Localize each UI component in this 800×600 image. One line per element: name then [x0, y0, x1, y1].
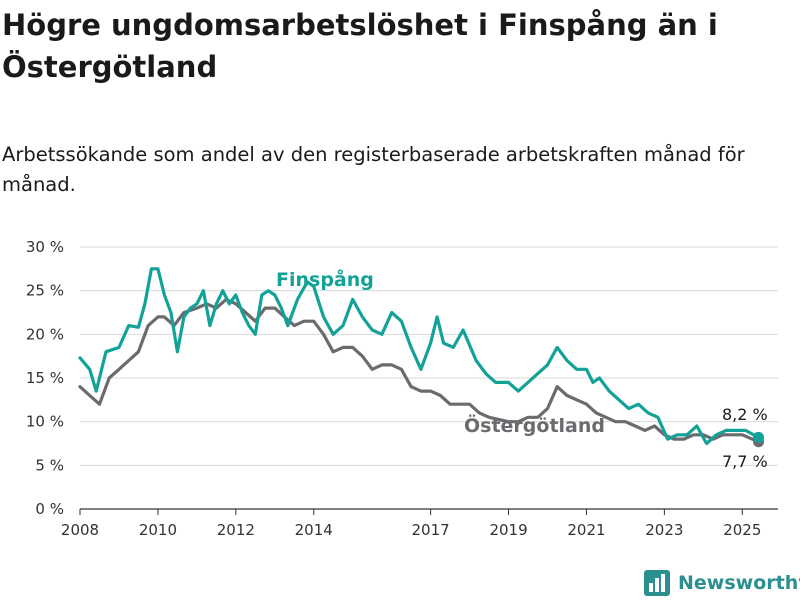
y-tick-label: 5 %: [35, 456, 64, 474]
brand-name: Newsworthy: [678, 572, 800, 594]
bar-chart-logo-icon: [644, 570, 670, 596]
x-tick-label: 2010: [139, 521, 177, 539]
x-axis-ticks: 2008 2010 2012 2014 2017 2019 2021 2023 2025: [61, 509, 761, 539]
x-tick-label: 2021: [567, 521, 605, 539]
y-tick-label: 10 %: [26, 413, 64, 431]
chart-title: Högre ungdomsarbetslöshet i Finspång än …: [2, 8, 718, 84]
series-label-ostergotland: Östergötland: [464, 413, 605, 437]
x-tick-label: 2012: [217, 521, 255, 539]
end-point-finspang: [753, 431, 765, 443]
x-tick-label: 2008: [61, 521, 99, 539]
newsworthy-brand: Newsworthy: [644, 568, 800, 598]
y-tick-label: 0 %: [35, 500, 64, 518]
x-tick-label: 2017: [412, 521, 450, 539]
series-line-finspang: [78, 267, 761, 446]
x-tick-label: 2014: [295, 521, 333, 539]
y-tick-label: 25 %: [26, 282, 64, 300]
series-labels: Finspång Östergötland 8,2 % 7,7 %: [276, 267, 768, 471]
series-label-finspang: Finspång: [276, 267, 374, 291]
chart-subtitle: Arbetssökande som andel av den registerb…: [2, 143, 745, 196]
y-tick-label: 30 %: [26, 238, 64, 256]
x-tick-label: 2025: [723, 521, 761, 539]
y-tick-label: 15 %: [26, 369, 64, 387]
end-value-label-ostergotland: 7,7 %: [722, 452, 768, 471]
series-lines: [78, 267, 765, 448]
x-tick-label: 2019: [489, 521, 527, 539]
x-tick-label: 2023: [645, 521, 683, 539]
y-axis-ticks: 0 % 5 % 10 % 15 % 20 % 25 % 30 %: [26, 238, 64, 518]
gridlines: [80, 246, 778, 510]
y-tick-label: 20 %: [26, 325, 64, 343]
end-value-label-finspang: 8,2 %: [722, 405, 768, 424]
